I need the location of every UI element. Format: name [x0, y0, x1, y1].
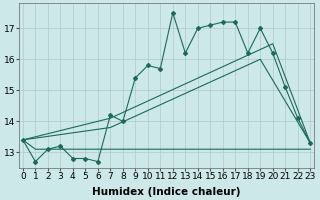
X-axis label: Humidex (Indice chaleur): Humidex (Indice chaleur) — [92, 187, 241, 197]
